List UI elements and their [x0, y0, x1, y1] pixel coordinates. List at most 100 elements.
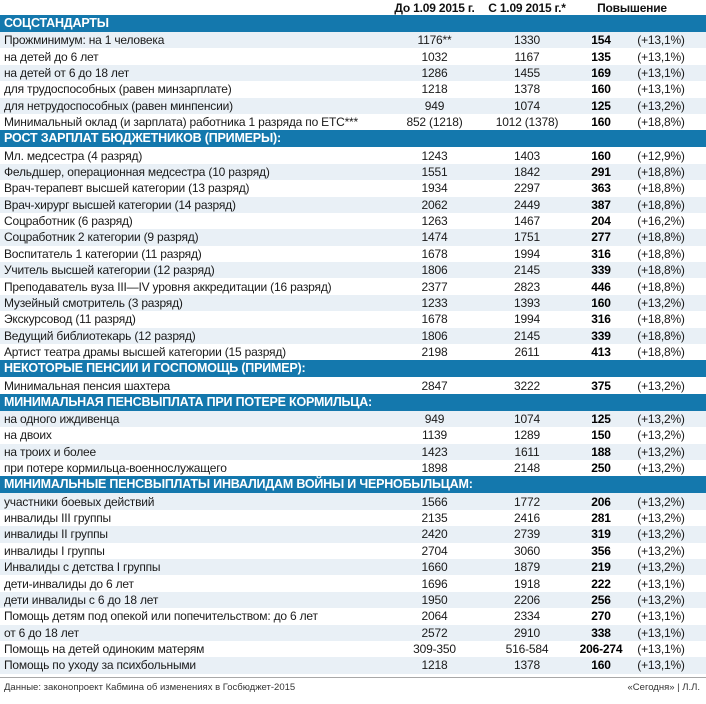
value-percent: (+13,2%)	[637, 560, 685, 575]
value-percent: (+18,8%)	[637, 246, 685, 261]
value-before: 1551	[421, 164, 448, 179]
value-percent: (+13,2%)	[637, 98, 685, 113]
value-after: 1611	[514, 444, 540, 459]
value-before: 1218	[421, 658, 448, 673]
value-after: 1393	[514, 296, 540, 311]
row-label: дети инвалиды с 6 до 18 лет	[4, 592, 159, 607]
row-label: дети-инвалиды до 6 лет	[4, 576, 134, 591]
table-row: Воспитатель 1 категории (11 разряд) 1678 1…	[0, 246, 706, 262]
value-percent: (+13,2%)	[637, 296, 685, 311]
table-row: Экскурсовод (11 разряд) 1678 1994 316 (+18,8…	[0, 311, 706, 327]
value-percent: (+13,1%)	[637, 642, 685, 657]
row-label: инвалиды I группы	[4, 543, 105, 558]
table-row: Помощь детям под опекой или попечительст…	[0, 608, 706, 624]
section-header: СОЦСТАНДАРТЫ	[0, 15, 706, 32]
value-before: 1950	[421, 592, 448, 607]
row-label: на троих и более	[4, 444, 96, 459]
row-label: Помощь по уходу за психбольными	[4, 658, 196, 673]
value-before: 2420	[421, 527, 448, 542]
section-header: МИНИМАЛЬНЫЕ ПЕНСВЫПЛАТЫ ИНВАЛИДАМ ВОЙНЫ …	[0, 476, 706, 494]
section-header: МИНИМАЛЬНАЯ ПЕНСВЫПЛАТА ПРИ ПОТЕРЕ КОРМИ…	[0, 393, 706, 411]
value-before: 1660	[421, 560, 448, 575]
value-after: 1751	[514, 230, 540, 245]
table-row: для нетрудоспособных (равен минпенсии) 94…	[0, 97, 706, 114]
value-after: 1455	[514, 65, 540, 80]
row-label: Соцработник 2 категории (9 разряд)	[4, 230, 199, 245]
value-percent: (+18,8%)	[637, 164, 685, 179]
table-row: Прожминимум: на 1 человека 1176** 1330 154 (…	[0, 32, 706, 49]
column-header-increase: Повышение	[597, 0, 667, 15]
value-after: 2297	[514, 181, 540, 196]
table-row: Преподаватель вуза III—IV уровня аккреди…	[0, 278, 706, 294]
table-row: Помощь на детей одиноким матерям 309-350 5…	[0, 641, 706, 657]
value-after: 1994	[514, 312, 540, 327]
value-after: 3222	[514, 378, 540, 393]
row-label: инвалиды II группы	[4, 527, 108, 542]
value-before: 1176**	[417, 33, 452, 48]
row-label: при потере кормильца-военнослужащего	[4, 461, 227, 476]
row-label: Помощь детям под опекой или попечительст…	[4, 609, 318, 624]
value-percent: (+13,1%)	[637, 576, 685, 591]
value-increase: 277	[591, 230, 611, 245]
value-after: 1842	[514, 164, 540, 179]
row-label: Врач-терапевт высшей категории (13 разря…	[4, 181, 250, 196]
value-increase: 135	[591, 49, 611, 64]
value-percent: (+13,2%)	[637, 510, 685, 525]
column-header-before: До 1.09 2015 г.	[394, 0, 475, 15]
value-percent: (+18,8%)	[637, 279, 685, 294]
row-label: Преподаватель вуза III—IV уровня аккреди…	[4, 279, 332, 294]
value-after: 1074	[514, 98, 540, 113]
value-increase: 316	[591, 312, 611, 327]
value-increase: 339	[591, 328, 611, 343]
table-row: Врач-хирург высшей категории (14 разряд)…	[0, 196, 706, 213]
table-row: на одного иждивенца 949 1074 125 (+13,2%)	[0, 410, 706, 428]
value-after: 1772	[514, 494, 540, 509]
row-label: от 6 до 18 лет	[4, 625, 79, 640]
value-percent: (+13,2%)	[637, 444, 685, 459]
value-increase: 387	[591, 197, 611, 212]
value-after: 1879	[514, 560, 540, 575]
footer: Данные: законопроект Кабмина об изменени…	[0, 676, 706, 693]
value-after: 2910	[514, 625, 540, 640]
value-increase: 375	[591, 378, 611, 393]
value-before: 1218	[421, 82, 448, 97]
value-percent: (+13,1%)	[637, 65, 685, 80]
value-before: 1423	[421, 444, 448, 459]
value-before: 1898	[421, 461, 448, 476]
value-percent: (+13,2%)	[637, 412, 685, 426]
table-row: при потере кормильца-военнослужащего 1898…	[0, 460, 706, 476]
value-before: 2064	[421, 609, 448, 624]
value-increase: 270	[591, 609, 611, 624]
value-percent: (+13,1%)	[637, 609, 685, 624]
value-increase: 363	[591, 181, 611, 196]
value-after: 1467	[514, 214, 540, 229]
value-increase: 125	[591, 98, 611, 113]
value-increase: 160	[591, 148, 611, 163]
value-after: 2416	[514, 510, 540, 525]
row-label: Учитель высшей категории (12 разряд)	[4, 263, 215, 278]
row-label: участники боевых действий	[4, 494, 155, 509]
value-before: 1806	[421, 328, 448, 343]
table-row: инвалиды I группы 2704 3060 356 (+13,2%)	[0, 543, 706, 559]
column-header-row: До 1.09 2015 г. С 1.09 2015 г.* Повышени…	[0, 0, 706, 15]
value-after: 2611	[514, 345, 540, 360]
table-row: Минимальная пенсия шахтера 2847 3222 375 (+1…	[0, 377, 706, 393]
value-before: 1286	[421, 65, 448, 80]
value-percent: (+13,1%)	[637, 625, 685, 640]
value-after: 1403	[514, 148, 540, 163]
value-before: 1233	[421, 296, 448, 311]
value-increase: 160	[591, 296, 611, 311]
table-row: Фельдшер, операционная медсестра (10 раз…	[0, 163, 706, 181]
row-label: Прожминимум: на 1 человека	[4, 33, 165, 48]
value-increase: 206	[591, 494, 611, 509]
value-after: 1378	[514, 658, 540, 673]
value-before: 2847	[421, 378, 448, 393]
table-row: Соцработник 2 категории (9 разряд) 1474 17…	[0, 229, 706, 246]
value-percent: (+13,2%)	[637, 543, 685, 558]
value-increase: 160	[591, 658, 611, 673]
row-label: Ведущий библиотекарь (12 разряд)	[4, 328, 196, 343]
table-row: Помощь по уходу за психбольными 1218 1378 1…	[0, 657, 706, 674]
row-label: Фельдшер, операционная медсестра (10 раз…	[4, 164, 270, 179]
value-after: 3060	[514, 543, 540, 558]
table-row: Ведущий библиотекарь (12 разряд) 1806 2145…	[0, 327, 706, 345]
